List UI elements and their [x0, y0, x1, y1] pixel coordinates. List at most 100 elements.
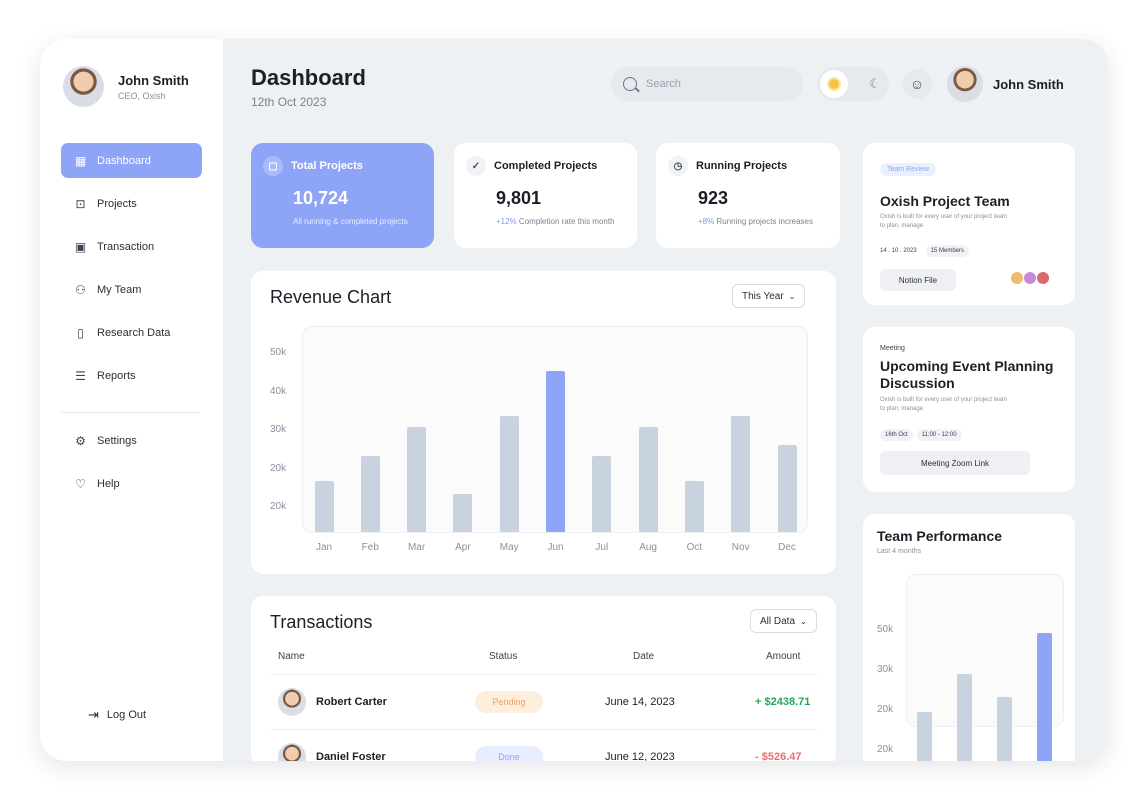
row-date: June 12, 2023 [605, 751, 675, 761]
status-badge: Pending [475, 691, 543, 713]
sidebar-nav-secondary: ⚙ Settings ♡ Help [61, 423, 202, 509]
stat-label: Completed Projects [494, 160, 598, 172]
app-window: John Smith CEO, Oxish ▦ Dashboard ⊡ Proj… [40, 39, 1108, 761]
column-header-name[interactable]: Name [278, 651, 305, 662]
logout-label: Log Out [106, 709, 147, 721]
revenue-x-tick: Jul [595, 542, 609, 553]
stat-card-running[interactable]: ◷ Running Projects 923 +8% Running projec… [656, 143, 840, 248]
performance-y-tick: 20k [877, 744, 894, 755]
revenue-x-tick: Jun [547, 542, 564, 553]
profile-role: CEO, Oxish [118, 90, 166, 101]
row-name: Robert Carter [316, 696, 387, 708]
row-name: Daniel Foster [316, 751, 386, 761]
column-header-status[interactable]: Status [489, 651, 518, 662]
transactions-filter-select[interactable]: All Data ⌄ [750, 609, 817, 633]
performance-bar-dec[interactable] [1037, 633, 1053, 761]
sidebar-item-label: My Team [97, 283, 142, 296]
logout-button[interactable]: ⇥ Log Out [88, 707, 146, 723]
column-header-amount[interactable]: Amount [766, 651, 801, 662]
moon-icon[interactable]: ☾ [869, 76, 881, 91]
revenue-bar-mar[interactable] [407, 426, 427, 532]
wallet-icon: ▣ [74, 239, 87, 254]
sidebar-item-settings[interactable]: ⚙ Settings [61, 423, 202, 458]
meeting-desc: Oxish is built for every user of your pr… [880, 397, 1008, 412]
performance-bar-sep[interactable] [916, 712, 932, 761]
logout-icon: ⇥ [88, 707, 99, 722]
page-title: Dashboard [251, 65, 366, 90]
performance-subtitle: Last 4 months [877, 548, 921, 555]
meeting-time: 11:00 - 12:00 [916, 429, 962, 441]
avatar [947, 66, 983, 102]
sidebar-item-projects[interactable]: ⊡ Projects [61, 186, 202, 221]
revenue-x-tick: Oct [686, 542, 703, 553]
performance-bar-nov[interactable] [997, 697, 1013, 761]
sidebar-profile[interactable]: John Smith CEO, Oxish [63, 66, 189, 107]
sidebar-item-label: Help [97, 477, 120, 490]
sidebar-item-label: Settings [97, 434, 137, 447]
stat-value: 9,801 [496, 188, 542, 208]
row-amount: - $526.47 [755, 751, 802, 761]
performance-y-tick: 50k [877, 624, 894, 635]
transactions-title: Transactions [270, 612, 373, 632]
revenue-y-tick: 20k [270, 501, 287, 512]
revenue-x-tick: Apr [455, 542, 471, 553]
search-bar[interactable] [611, 67, 803, 101]
revenue-bar-jan[interactable] [314, 480, 334, 532]
revenue-bar-nov[interactable] [731, 415, 751, 532]
stat-sub: Completion rate this month [518, 217, 615, 226]
sidebar-item-my-team[interactable]: ⚇ My Team [61, 272, 202, 307]
member-avatar [1010, 271, 1024, 285]
revenue-bar-apr[interactable] [453, 493, 473, 532]
theme-toggle[interactable]: ☾ [817, 67, 889, 101]
folder-icon: ▢ [263, 156, 283, 176]
stat-card-total[interactable]: ▢ Total Projects 10,724 All running & com… [251, 143, 434, 248]
revenue-bar-feb[interactable] [360, 455, 380, 532]
document-icon: ☰ [75, 368, 86, 383]
column-header-date[interactable]: Date [633, 651, 655, 662]
sidebar-item-dashboard[interactable]: ▦ Dashboard [61, 143, 202, 178]
meeting-zoom-link-button[interactable]: Meeting Zoom Link [880, 451, 1030, 475]
revenue-filter-select[interactable]: This Year ⌄ [732, 284, 806, 308]
select-value: All Data [760, 615, 796, 627]
revenue-title: Revenue Chart [270, 287, 392, 307]
performance-bar-oct[interactable] [956, 673, 972, 761]
revenue-card: Revenue Chart This Year ⌄ 50k 40k 30k 20k 20k… [251, 271, 836, 574]
header-user[interactable]: John Smith [947, 66, 1064, 102]
revenue-x-tick: Nov [731, 542, 750, 553]
stat-label: Running Projects [696, 160, 788, 172]
member-avatar [1036, 271, 1050, 285]
search-icon [623, 77, 637, 91]
sidebar-item-research-data[interactable]: ▯ Research Data [61, 315, 202, 350]
chevron-down-icon: ⌄ [788, 291, 796, 301]
revenue-y-tick: 20k [270, 462, 287, 474]
revenue-bar-jul[interactable] [592, 455, 612, 532]
sun-icon[interactable] [820, 70, 848, 98]
help-icon: ♡ [75, 476, 86, 491]
search-input[interactable] [646, 78, 786, 90]
stat-sub: All running & completed projects [293, 217, 408, 226]
sidebar-item-reports[interactable]: ☰ Reports [61, 358, 202, 393]
avatar [278, 688, 306, 716]
sidebar-item-help[interactable]: ♡ Help [61, 466, 202, 501]
emoji-icon[interactable]: ☺ [902, 69, 932, 99]
chevron-down-icon: ⌄ [800, 616, 807, 626]
team-tag: Team Review [880, 163, 937, 176]
revenue-bar-jun[interactable] [546, 370, 565, 532]
stat-card-completed[interactable]: ✓ Completed Projects 9,801 +12% Completio… [454, 143, 637, 248]
gear-icon: ⚙ [75, 433, 86, 448]
revenue-bar-aug[interactable] [638, 426, 658, 532]
revenue-x-tick: May [499, 542, 519, 553]
check-icon: ✓ [466, 156, 486, 176]
table-divider [270, 729, 818, 730]
sidebar-item-transaction[interactable]: ▣ Transaction [61, 229, 202, 264]
row-date: June 14, 2023 [605, 696, 675, 708]
notion-file-button[interactable]: Notion File [880, 269, 956, 291]
revenue-bar-dec[interactable] [777, 444, 797, 532]
performance-card: Team Performance Last 4 months 50k 30k 20k… [863, 514, 1075, 761]
stat-sub: Running projects increases [716, 217, 813, 226]
users-icon: ⚇ [75, 282, 86, 297]
sidebar-nav: ▦ Dashboard ⊡ Projects ▣ Transaction ⚇ M… [61, 143, 202, 401]
meeting-title: Upcoming Event Planning Discussion [880, 358, 1054, 391]
revenue-bar-may[interactable] [499, 415, 519, 532]
revenue-bar-oct[interactable] [684, 480, 704, 532]
